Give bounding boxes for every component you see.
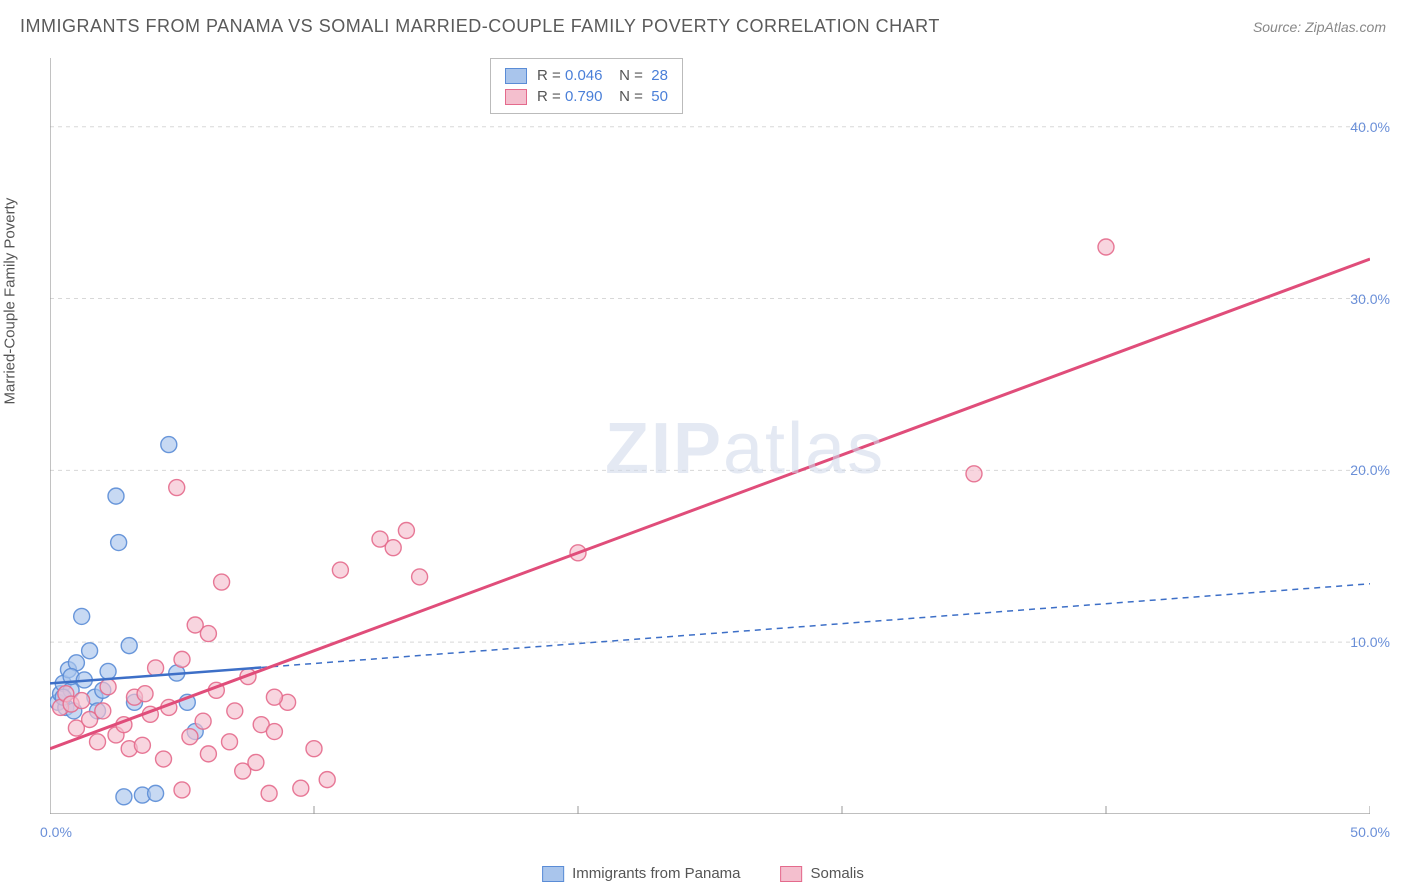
chart-source: Source: ZipAtlas.com — [1253, 19, 1386, 35]
y-axis-label: Married-Couple Family Poverty — [2, 198, 19, 405]
legend-label: Immigrants from Panama — [572, 865, 740, 882]
y-tick-label: 20.0% — [1350, 462, 1390, 478]
legend-swatch — [505, 68, 527, 84]
legend-item: Somalis — [781, 865, 864, 882]
legend-item: Immigrants from Panama — [542, 865, 740, 882]
legend-swatch — [781, 866, 803, 882]
series-legend: Immigrants from Panama Somalis — [542, 865, 864, 882]
y-tick-label: 30.0% — [1350, 291, 1390, 307]
legend-swatch — [542, 866, 564, 882]
x-tick-label: 50.0% — [1350, 824, 1390, 840]
y-tick-label: 10.0% — [1350, 634, 1390, 650]
plot-area: R = 0.046 N = 28R = 0.790 N = 50 ZIPatla… — [50, 58, 1370, 814]
corr-legend-text: R = 0.046 N = 28 — [537, 67, 668, 84]
corr-legend-row: R = 0.046 N = 28 — [505, 65, 668, 86]
correlation-legend: R = 0.046 N = 28 R = 0.790 N = 50 — [490, 58, 683, 114]
legend-label: Somalis — [811, 865, 864, 882]
y-tick-label: 40.0% — [1350, 119, 1390, 135]
corr-legend-row: R = 0.790 N = 50 — [505, 86, 668, 107]
chart-header: IMMIGRANTS FROM PANAMA VS SOMALI MARRIED… — [20, 16, 1386, 37]
chart-title: IMMIGRANTS FROM PANAMA VS SOMALI MARRIED… — [20, 16, 940, 37]
legend-swatch — [505, 89, 527, 105]
x-tick-label: 0.0% — [40, 824, 72, 840]
corr-legend-text: R = 0.790 N = 50 — [537, 88, 668, 105]
chart-svg — [50, 58, 1370, 814]
